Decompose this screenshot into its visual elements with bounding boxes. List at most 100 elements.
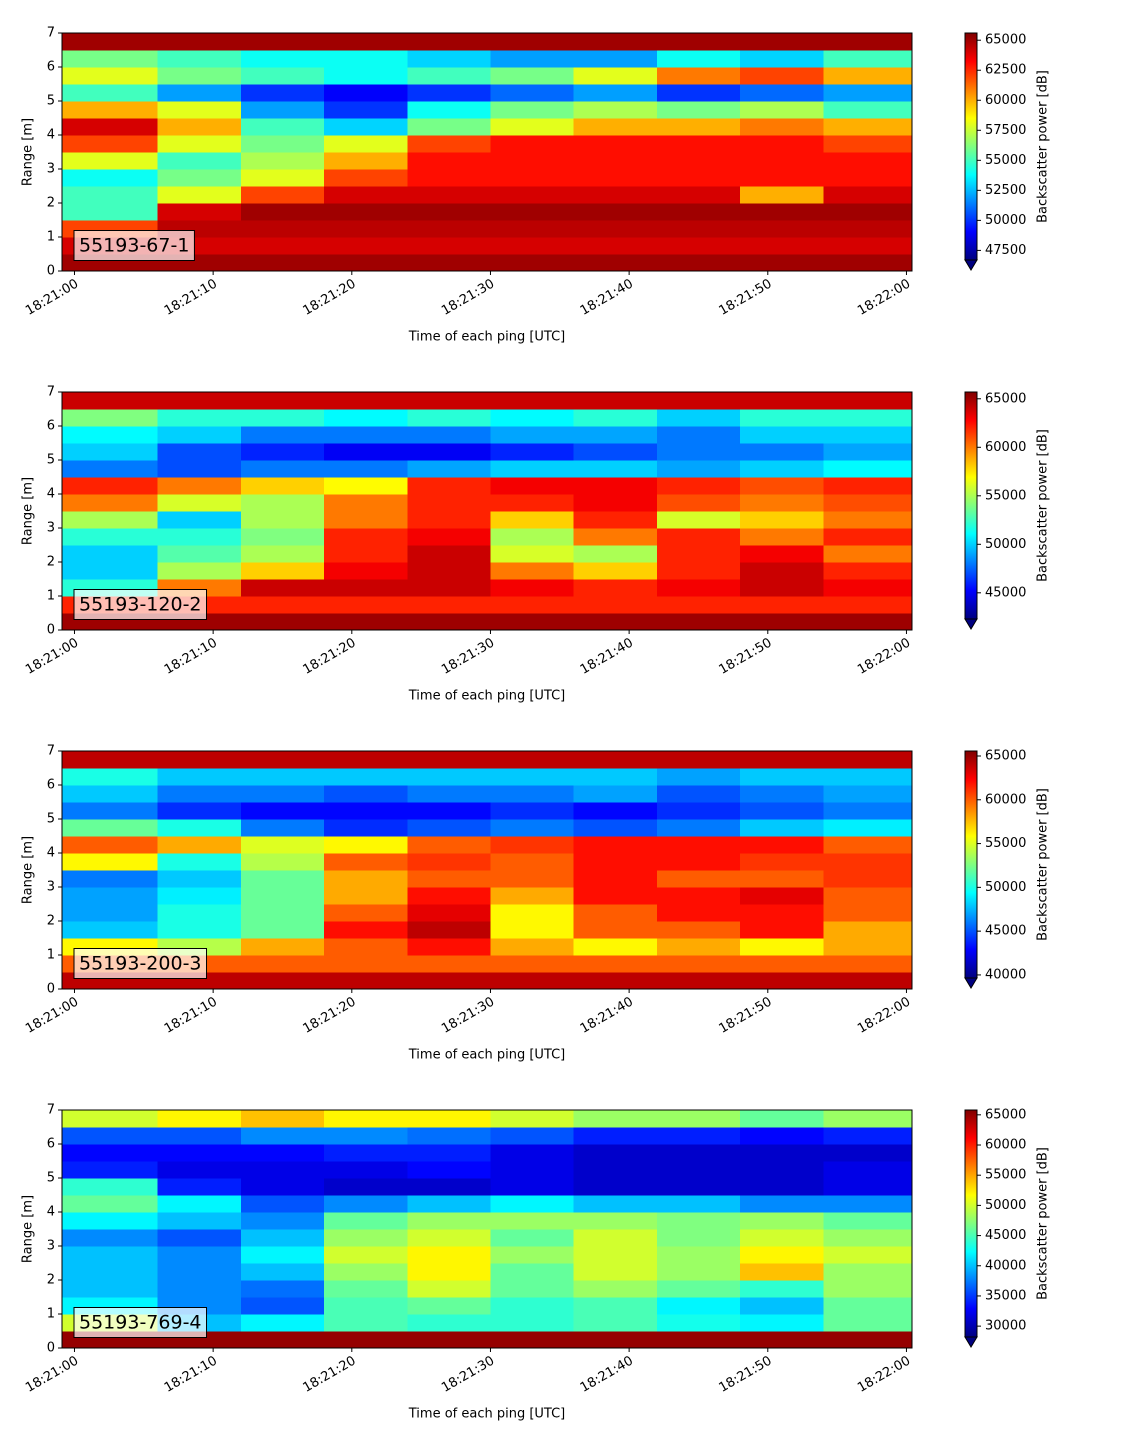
heatmap-cell bbox=[740, 1314, 824, 1332]
heatmap-cell bbox=[240, 443, 325, 461]
x-axis-label: Time of each ping [UTC] bbox=[408, 1407, 566, 1422]
heatmap-cell bbox=[823, 853, 913, 871]
x-axis-label: Time of each ping [UTC] bbox=[408, 1048, 566, 1063]
heatmap-cell bbox=[240, 1195, 325, 1213]
colorbar-tick-label: 60000 bbox=[985, 93, 1026, 108]
heatmap-cell bbox=[823, 254, 913, 272]
heatmap-cell bbox=[240, 819, 325, 837]
heatmap-cell bbox=[490, 853, 575, 871]
annotation: 55193-67-1 bbox=[79, 235, 189, 257]
x-tick-label: 18:21:20 bbox=[300, 277, 358, 319]
heatmap-cell bbox=[157, 50, 242, 68]
heatmap-cell bbox=[573, 494, 658, 512]
heatmap-cell bbox=[573, 1110, 658, 1128]
heatmap-cell bbox=[490, 1110, 575, 1128]
heatmap-cell bbox=[157, 186, 242, 204]
heatmap-cell bbox=[740, 426, 824, 444]
colorbar bbox=[965, 1110, 977, 1337]
heatmap-cell bbox=[740, 254, 824, 272]
heatmap-cell bbox=[157, 1280, 242, 1298]
x-tick-label: 18:22:00 bbox=[855, 1354, 913, 1396]
heatmap-cell bbox=[62, 562, 159, 580]
heatmap-cell bbox=[490, 785, 575, 803]
heatmap-cell bbox=[823, 1127, 913, 1145]
heatmap-cell bbox=[490, 1195, 575, 1213]
heatmap-cell bbox=[656, 50, 741, 68]
heatmap-panel bbox=[62, 392, 913, 631]
annotation: 55193-769-4 bbox=[79, 1312, 202, 1334]
heatmap-cell bbox=[740, 1195, 824, 1213]
heatmap-cell bbox=[573, 1195, 658, 1213]
heatmap-cell bbox=[157, 1161, 242, 1179]
heatmap-cell bbox=[324, 254, 408, 272]
heatmap-cell bbox=[740, 768, 824, 786]
heatmap-cell bbox=[823, 1280, 913, 1298]
heatmap-cell bbox=[324, 237, 408, 255]
heatmap-cell bbox=[157, 67, 242, 85]
heatmap-cell bbox=[656, 1144, 741, 1162]
heatmap-cell bbox=[490, 254, 575, 272]
heatmap-cell bbox=[823, 118, 913, 136]
heatmap-cell bbox=[740, 33, 824, 51]
heatmap-cell bbox=[324, 1161, 408, 1179]
heatmap-cell bbox=[407, 1331, 491, 1349]
heatmap-cell bbox=[740, 955, 824, 973]
heatmap-cell bbox=[490, 1144, 575, 1162]
heatmap-cell bbox=[740, 545, 824, 563]
heatmap-cell bbox=[62, 1263, 159, 1281]
heatmap-cell bbox=[62, 887, 159, 905]
colorbar-tick-label: 55000 bbox=[985, 488, 1026, 503]
colorbar-extend bbox=[964, 977, 978, 989]
heatmap-cell bbox=[573, 409, 658, 427]
heatmap-cell bbox=[823, 785, 913, 803]
y-tick-label: 3 bbox=[47, 162, 55, 177]
heatmap-cell bbox=[656, 1195, 741, 1213]
heatmap-cell bbox=[573, 1297, 658, 1315]
heatmap-cell bbox=[240, 1280, 325, 1298]
y-tick-label: 7 bbox=[47, 26, 55, 41]
heatmap-cell bbox=[573, 101, 658, 119]
heatmap-cell bbox=[240, 237, 325, 255]
y-tick-label: 1 bbox=[47, 589, 55, 604]
heatmap-cell bbox=[62, 1161, 159, 1179]
heatmap-cell bbox=[324, 152, 408, 170]
heatmap-cell bbox=[656, 768, 741, 786]
heatmap-cell bbox=[740, 392, 824, 410]
heatmap-cell bbox=[656, 494, 741, 512]
heatmap-cell bbox=[740, 1263, 824, 1281]
heatmap-cell bbox=[240, 972, 325, 990]
heatmap-cell bbox=[490, 870, 575, 888]
heatmap-cell bbox=[656, 169, 741, 187]
heatmap-cell bbox=[490, 169, 575, 187]
heatmap-cell bbox=[823, 921, 913, 939]
heatmap-cell bbox=[324, 528, 408, 546]
heatmap-cell bbox=[324, 785, 408, 803]
x-tick-label: 18:21:00 bbox=[23, 636, 81, 678]
heatmap-cell bbox=[240, 67, 325, 85]
colorbar-tick-label: 40000 bbox=[985, 967, 1026, 982]
heatmap-cell bbox=[407, 494, 491, 512]
heatmap-cell bbox=[740, 152, 824, 170]
heatmap-cell bbox=[740, 186, 824, 204]
heatmap-cell bbox=[740, 1127, 824, 1145]
heatmap-cell bbox=[490, 921, 575, 939]
annotation: 55193-200-3 bbox=[79, 953, 202, 975]
heatmap-cell bbox=[62, 169, 159, 187]
heatmap-cell bbox=[407, 596, 491, 614]
heatmap-cell bbox=[823, 220, 913, 238]
colorbar-tick-label: 50000 bbox=[985, 1198, 1026, 1213]
heatmap-cell bbox=[324, 1212, 408, 1230]
heatmap-cell bbox=[573, 1178, 658, 1196]
annotation: 55193-120-2 bbox=[79, 594, 202, 616]
heatmap-cell bbox=[740, 50, 824, 68]
heatmap-cell bbox=[740, 101, 824, 119]
colorbar-label: Backscatter power [dB] bbox=[1036, 70, 1051, 223]
heatmap-cell bbox=[157, 1178, 242, 1196]
heatmap-cell bbox=[656, 836, 741, 854]
heatmap-cell bbox=[324, 1331, 408, 1349]
heatmap-cell bbox=[656, 802, 741, 820]
heatmap-cell bbox=[240, 33, 325, 51]
heatmap-cell bbox=[656, 152, 741, 170]
heatmap-cell bbox=[490, 494, 575, 512]
heatmap-cell bbox=[656, 819, 741, 837]
